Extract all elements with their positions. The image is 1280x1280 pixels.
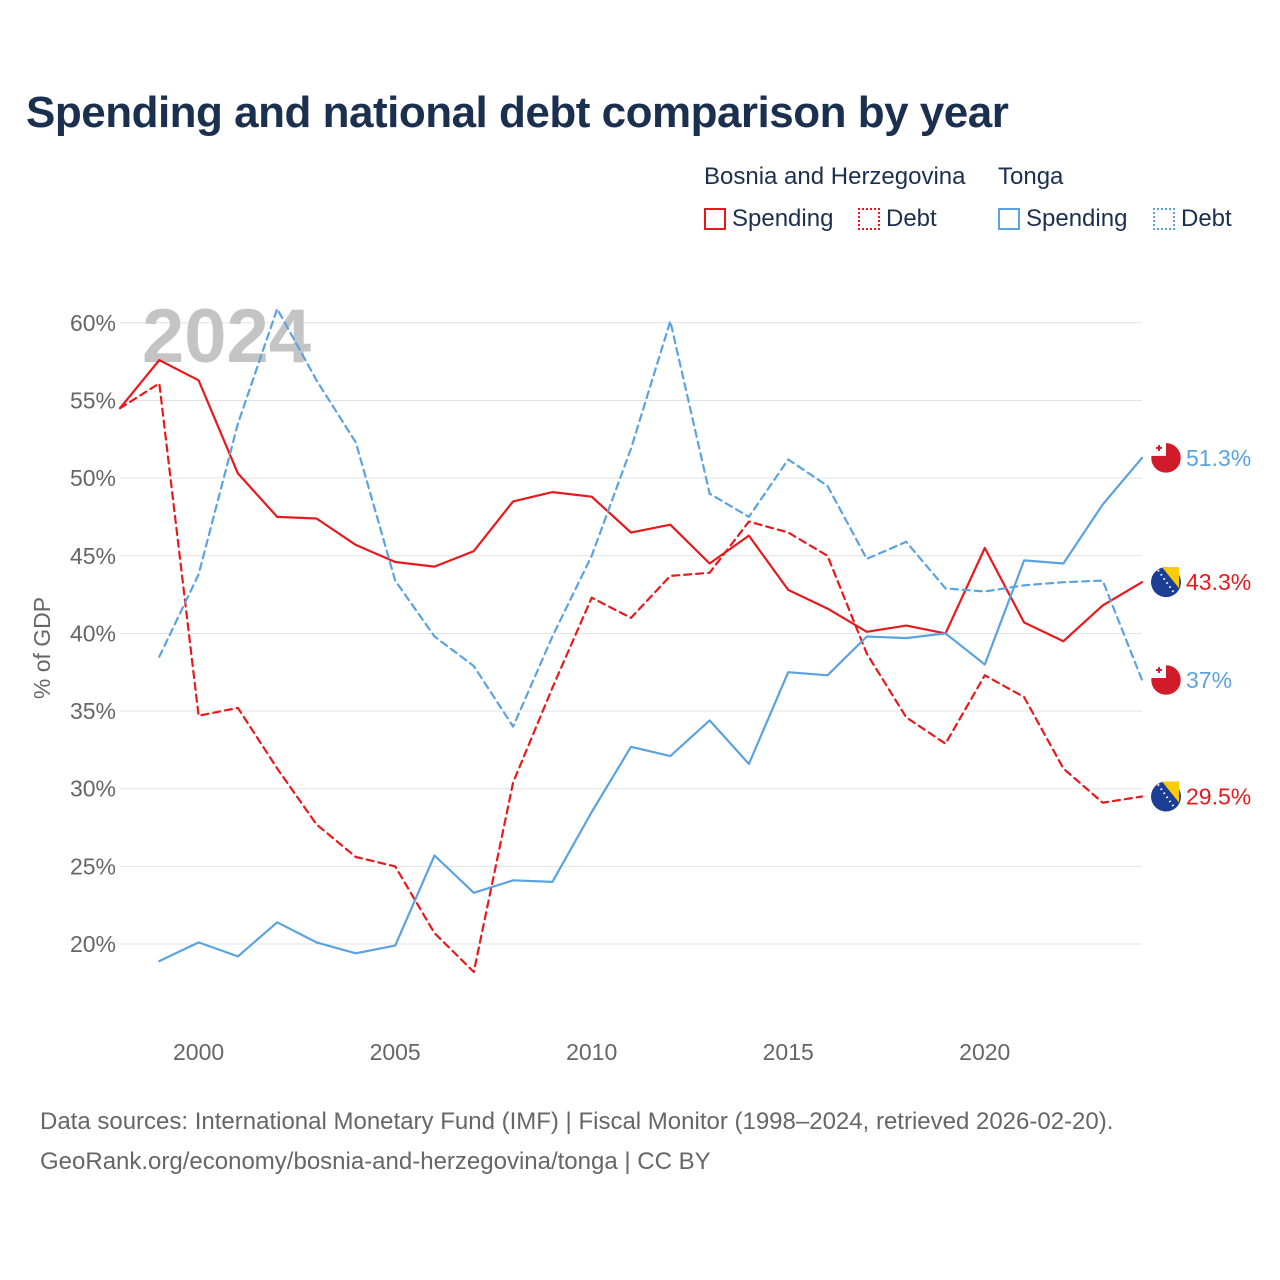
- x-tick-label: 2000: [173, 1039, 224, 1065]
- flag-icon-bosnia: [1151, 781, 1181, 812]
- legend-item-tonga-spending[interactable]: Spending: [998, 205, 1127, 233]
- x-tick-label: 2010: [566, 1039, 617, 1065]
- end-label: 43.3%: [1186, 569, 1251, 595]
- y-tick-label: 55%: [70, 387, 116, 413]
- legend-item-bosnia-spending[interactable]: Spending: [704, 205, 833, 233]
- x-tick-label: 2005: [370, 1039, 421, 1065]
- legend-group-tonga: Tonga: [998, 163, 1064, 190]
- series-line-tonga-debt[interactable]: [158, 307, 1144, 728]
- legend-swatch-tonga-spending: [998, 208, 1020, 230]
- year-watermark: 2024: [142, 294, 311, 379]
- grid: [120, 322, 1142, 945]
- x-tick-label: 2015: [763, 1039, 814, 1065]
- series-line-tonga-spending[interactable]: [158, 456, 1144, 963]
- flag-icon-tonga: [1150, 664, 1182, 696]
- legend-swatch-tonga-debt: [1153, 208, 1175, 230]
- legend-label: Debt: [886, 205, 937, 232]
- chart-title: Spending and national debt comparison by…: [26, 88, 1009, 137]
- legend-group-bosnia: Bosnia and Herzegovina: [704, 163, 966, 190]
- legend-label: Spending: [732, 205, 834, 232]
- legend-item-bosnia-debt[interactable]: Debt: [858, 205, 937, 233]
- flag-icon-bosnia: [1151, 567, 1181, 598]
- legend-label: Debt: [1181, 205, 1232, 232]
- series: [118, 307, 1144, 974]
- y-tick-label: 60%: [70, 310, 116, 336]
- legend-label: Spending: [1026, 205, 1128, 232]
- y-tick-label: 35%: [70, 698, 116, 724]
- end-label: 37%: [1186, 667, 1232, 693]
- y-tick-label: 20%: [70, 931, 116, 957]
- y-tick-label: 45%: [70, 543, 116, 569]
- series-line-bosnia-and-herzegovina-debt[interactable]: [118, 382, 1144, 974]
- end-label: 51.3%: [1186, 445, 1251, 471]
- y-tick-label: 40%: [70, 620, 116, 646]
- series-line-bosnia-and-herzegovina-spending[interactable]: [118, 359, 1144, 643]
- x-tick-label: 2020: [959, 1039, 1010, 1065]
- y-tick-label: 25%: [70, 853, 116, 879]
- y-tick-label: 50%: [70, 465, 116, 491]
- footer-url[interactable]: GeoRank.org/economy/bosnia-and-herzegovi…: [40, 1148, 711, 1175]
- y-axis: 20% 25% 30% 35% 40% 45% 50% 55% 60%: [70, 310, 116, 957]
- legend-swatch-bosnia-spending: [704, 208, 726, 230]
- flag-icon-tonga: [1150, 442, 1182, 474]
- legend-item-tonga-debt[interactable]: Debt: [1153, 205, 1232, 233]
- legend-swatch-bosnia-debt: [858, 208, 880, 230]
- end-labels: 43.3% 29.5% 51.3% 37%: [1150, 442, 1251, 812]
- y-tick-label: 30%: [70, 776, 116, 802]
- x-axis: 2000 2005 2010 2015 2020: [173, 1039, 1010, 1065]
- y-axis-label: % of GDP: [29, 597, 55, 699]
- footer-source: Data sources: International Monetary Fun…: [40, 1108, 1114, 1135]
- end-label: 29.5%: [1186, 783, 1251, 809]
